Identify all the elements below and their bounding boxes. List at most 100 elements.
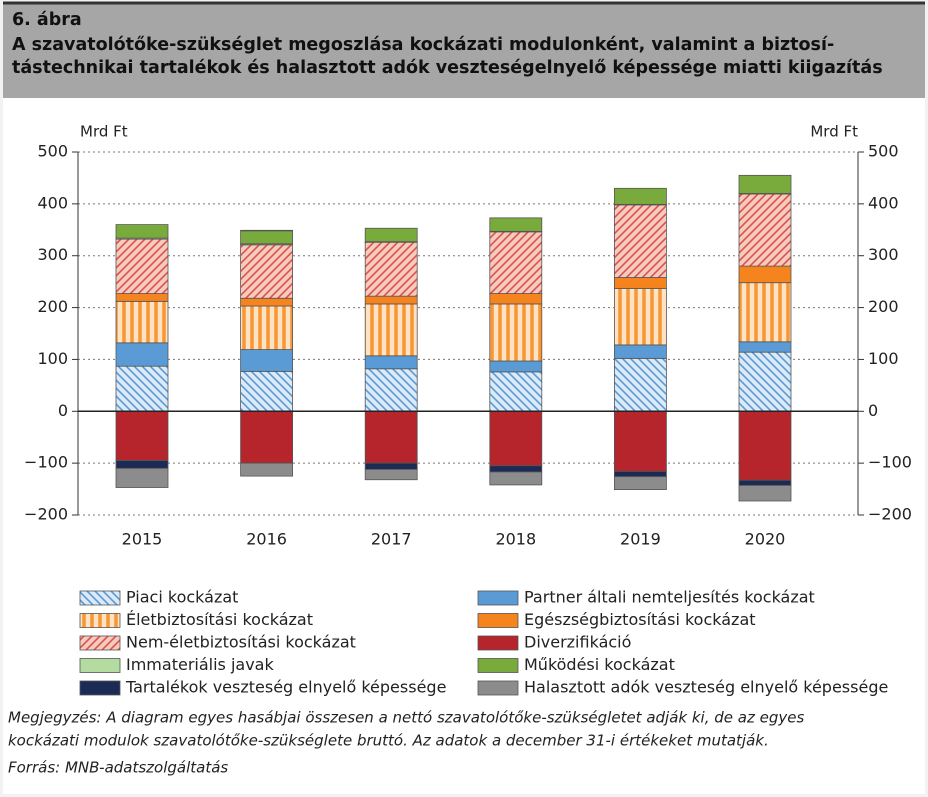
x-tick-label: 2020 xyxy=(745,530,786,549)
bar-segment xyxy=(364,410,418,464)
legend-label: Immateriális javak xyxy=(126,655,274,674)
bar-segment xyxy=(240,229,294,232)
y-tick-label: 100 xyxy=(37,349,68,368)
bar-segment xyxy=(614,471,667,478)
note: Megjegyzés: A diagram egyes hasábjai öss… xyxy=(8,709,804,727)
bar-segment xyxy=(115,293,169,302)
x-tick-label: 2019 xyxy=(620,530,661,549)
bar-segment xyxy=(614,277,667,289)
x-tick-label: 2018 xyxy=(495,530,536,549)
bar-segment xyxy=(614,357,667,412)
bar-segment xyxy=(489,410,543,467)
bar-segment xyxy=(489,231,543,294)
bar-segment xyxy=(614,204,667,278)
bar-segment xyxy=(115,365,169,412)
y-tick-label: −200 xyxy=(24,505,68,524)
bar-segment xyxy=(738,351,792,412)
y2-tick-label: −100 xyxy=(868,453,912,472)
source: Forrás: MNB-adatszolgáltatás xyxy=(8,759,228,777)
bar-segment xyxy=(738,174,792,194)
y2-axis-label: Mrd Ft xyxy=(810,123,858,141)
bar-segment xyxy=(240,230,294,245)
legend-label: Partner általi nemteljesítés kockázat xyxy=(524,588,815,607)
legend-label: Piaci kockázat xyxy=(126,588,238,607)
bar-segment xyxy=(614,187,667,205)
bar-segment xyxy=(115,342,169,367)
bar-segment xyxy=(115,224,169,239)
bar-segment xyxy=(115,238,169,294)
y-tick-label: −100 xyxy=(24,453,68,472)
bar-segment xyxy=(364,462,418,470)
legend-label: Halasztott adók veszteség elnyelő képess… xyxy=(524,678,888,697)
bar-segment xyxy=(364,241,418,297)
bar-segment xyxy=(489,360,543,373)
legend-swatch xyxy=(477,635,519,651)
legend-swatch xyxy=(79,680,121,696)
bar-segment xyxy=(738,341,792,353)
bar-segment xyxy=(115,467,169,488)
header xyxy=(3,3,925,98)
bar-segment xyxy=(115,300,169,344)
y2-tick-label: 400 xyxy=(868,193,899,212)
chart-title: tástechnikai tartalékok és halasztott ad… xyxy=(12,58,883,78)
bar-segment xyxy=(614,410,667,472)
x-tick-label: 2016 xyxy=(246,530,287,549)
y2-tick-label: −200 xyxy=(868,505,912,524)
bar-segment xyxy=(364,368,418,412)
bar-segment xyxy=(489,303,543,362)
bar-segment xyxy=(364,355,418,370)
bar-segment xyxy=(738,265,792,284)
y-tick-label: 400 xyxy=(37,193,68,212)
legend-swatch xyxy=(79,613,121,628)
y-axis-label: Mrd Ft xyxy=(80,123,128,141)
x-tick-label: 2017 xyxy=(371,530,412,549)
y2-tick-label: 100 xyxy=(868,349,899,368)
y-tick-label: 300 xyxy=(37,245,68,264)
bar-segment xyxy=(115,410,169,461)
y2-tick-label: 500 xyxy=(868,142,899,161)
figure-label: 6. ábra xyxy=(12,10,82,30)
legend-label: Tartalékok veszteség elnyelő képessége xyxy=(125,678,446,697)
bar-segment xyxy=(489,371,543,412)
legend-swatch xyxy=(477,680,519,696)
bar-segment xyxy=(240,297,294,307)
legend-label: Működési kockázat xyxy=(524,655,675,674)
bar-segment xyxy=(364,227,418,243)
bar-segment xyxy=(489,293,543,305)
bar-segment xyxy=(738,410,792,481)
legend-label: Diverzifikáció xyxy=(524,633,631,652)
y-tick-label: 200 xyxy=(37,297,68,316)
legend-label: Nem-életbiztosítási kockázat xyxy=(126,633,356,652)
bar-segment xyxy=(240,244,294,299)
bar-segment xyxy=(240,410,294,464)
legend-swatch xyxy=(79,635,121,651)
bar-segment xyxy=(364,303,418,357)
legend-label: Életbiztosítási kockázat xyxy=(126,610,313,629)
legend-swatch xyxy=(477,613,519,628)
bar-segment xyxy=(738,193,792,267)
bar-segment xyxy=(614,476,667,490)
bar-segment xyxy=(240,370,294,412)
legend-label: Egészségbiztosítási kockázat xyxy=(524,610,756,629)
bar-segment xyxy=(738,479,792,486)
bar-segment xyxy=(240,305,294,350)
bar-segment xyxy=(364,295,418,305)
legend-swatch xyxy=(477,590,519,606)
bar-segment xyxy=(115,460,169,469)
bar-segment xyxy=(489,465,543,473)
bar-segment xyxy=(240,462,294,477)
y2-tick-label: 300 xyxy=(868,245,899,264)
bar-segment xyxy=(614,287,667,346)
legend-swatch xyxy=(79,658,121,673)
legend-swatch xyxy=(477,658,519,673)
bar-segment xyxy=(738,282,792,343)
note: kockázati modulok szavatolótőke-szükségl… xyxy=(8,732,769,750)
y2-tick-label: 200 xyxy=(868,297,899,316)
bar-segment xyxy=(738,485,792,502)
y2-tick-label: 0 xyxy=(868,401,878,420)
bar-segment xyxy=(614,344,667,359)
bar-segment xyxy=(489,471,543,486)
y-tick-label: 0 xyxy=(58,401,68,420)
bar-segment xyxy=(240,349,294,372)
